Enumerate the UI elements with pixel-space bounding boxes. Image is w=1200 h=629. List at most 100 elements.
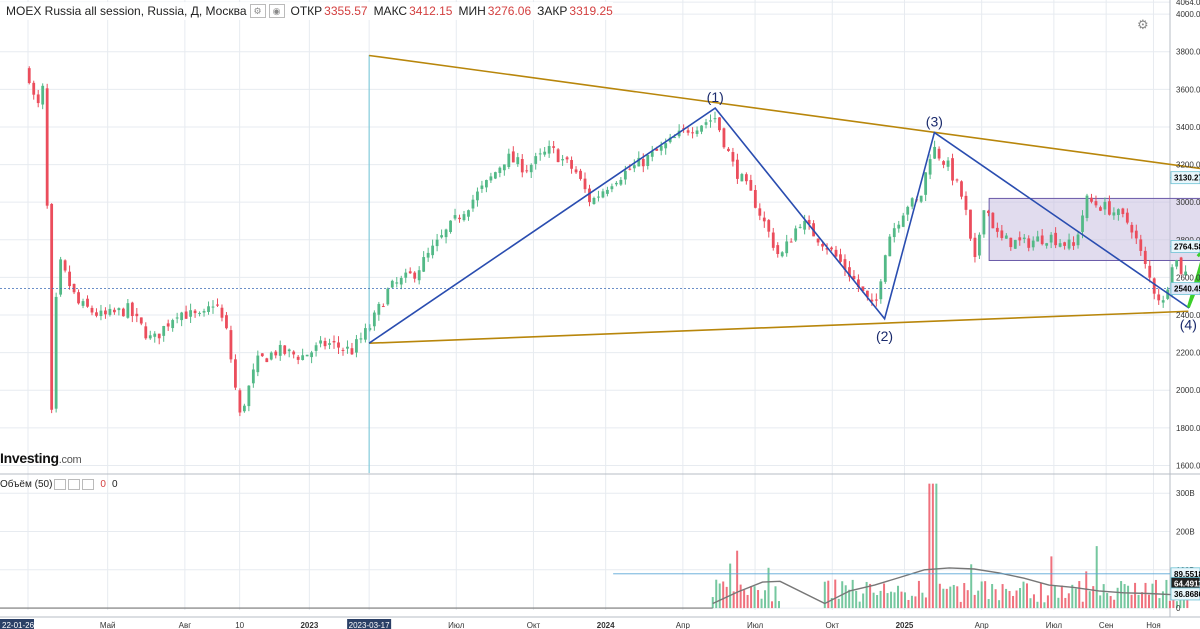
candle-body (767, 220, 771, 232)
candle-body (1152, 278, 1156, 294)
candle-body (386, 288, 390, 305)
candle-body (731, 152, 735, 162)
gear-icon[interactable]: ⚙ (1137, 17, 1149, 32)
candle-body (54, 296, 58, 409)
range-box (988, 197, 1200, 261)
candle-body (614, 182, 618, 185)
candle-body (995, 227, 999, 232)
candle-body (942, 161, 945, 165)
volume-bar (1046, 595, 1049, 609)
candle-body (749, 180, 753, 191)
candle-body (130, 302, 134, 317)
volume-bar (1127, 585, 1130, 609)
candle-body (59, 259, 63, 295)
candle-body (444, 229, 448, 238)
candle-body (314, 345, 318, 351)
price-tick-label: 3400.00 (1176, 123, 1200, 132)
candle-body (758, 208, 762, 216)
candle-body (1175, 260, 1179, 267)
candle-body (686, 130, 690, 133)
candle-body (229, 330, 233, 360)
candle-body (834, 249, 838, 257)
settings-icon[interactable]: ⚙ (249, 4, 266, 18)
volume-bar (938, 583, 941, 609)
volume-bar (722, 581, 725, 609)
volume-bar (900, 591, 903, 609)
volume-bar (865, 581, 868, 609)
volume-bar (1039, 582, 1042, 609)
price-label-value: 2540.45 (1174, 285, 1200, 294)
candle-body (606, 189, 609, 194)
volume-value-red: 0 (100, 479, 106, 490)
candle-body (933, 146, 937, 159)
volume-label-value: 64.4911 (1174, 579, 1200, 588)
symbol-title[interactable]: MOEX Russia all session, Russia, Д, Моск… (6, 4, 247, 18)
eye-icon[interactable]: ◉ (268, 4, 285, 18)
volume-bar (827, 580, 830, 609)
price-label-value: 2764.58 (1174, 242, 1200, 251)
candle-body (1134, 230, 1138, 239)
candle-body (919, 195, 923, 202)
candle-body (955, 179, 959, 181)
volume-label[interactable]: Объём (50) (0, 479, 53, 490)
candle-body (1081, 215, 1084, 232)
volume-bar (848, 589, 851, 609)
volume-eye-icon[interactable] (68, 479, 81, 490)
volume-bar (924, 597, 927, 609)
time-label: Окт (826, 621, 840, 629)
volume-bar (1019, 588, 1022, 609)
volume-bar (764, 590, 767, 609)
volume-bar (1095, 546, 1098, 609)
candle-body (153, 333, 157, 337)
candle-body (798, 226, 802, 228)
volume-bar (858, 601, 861, 609)
candle-body (453, 215, 457, 219)
volume-bar (1057, 597, 1060, 609)
volume-label-value: 89.5518 (1174, 570, 1200, 579)
candle-body (718, 117, 721, 131)
volume-bar (910, 595, 913, 609)
wave-label-1: (1) (707, 89, 724, 105)
candle-body (211, 306, 215, 308)
candle-body (910, 198, 914, 207)
candle-body (202, 311, 206, 313)
volume-bar (977, 590, 980, 609)
candle-body (861, 286, 865, 292)
candle-body (691, 132, 694, 134)
candle-body (417, 270, 421, 281)
candle-body (50, 203, 54, 410)
volume-bar (1179, 598, 1182, 609)
lower-trendline (369, 310, 1189, 345)
price-tick-label: 1600.00 (1176, 461, 1200, 470)
candle-body (113, 309, 116, 313)
volume-bar (869, 583, 872, 609)
candle-body (1170, 267, 1174, 292)
candle-body (390, 280, 394, 288)
volume-bar (1032, 594, 1035, 609)
volume-bar (1137, 594, 1140, 609)
candle-body (238, 390, 242, 413)
volume-bar (736, 550, 739, 609)
candle-body (780, 252, 784, 257)
volume-bar (743, 590, 746, 609)
volume-settings-icon[interactable] (54, 479, 67, 490)
candle-body (1099, 207, 1102, 211)
candle-body (359, 338, 363, 340)
candle-body (740, 174, 744, 182)
candle-body (646, 155, 650, 166)
volume-bar (1175, 601, 1178, 609)
candle-body (628, 168, 632, 170)
candle-body (771, 232, 775, 248)
candle-body (319, 340, 322, 344)
candle-body (964, 195, 968, 210)
candle-body (857, 279, 860, 288)
candle-body (1027, 238, 1031, 248)
candle-body (1036, 236, 1040, 242)
time-label: Сен (1099, 621, 1114, 629)
time-label: Апр (975, 621, 990, 629)
candle-body (1022, 237, 1026, 240)
candle-body (1143, 250, 1147, 264)
volume-close-icon[interactable] (82, 479, 95, 490)
candle-body (328, 343, 331, 345)
